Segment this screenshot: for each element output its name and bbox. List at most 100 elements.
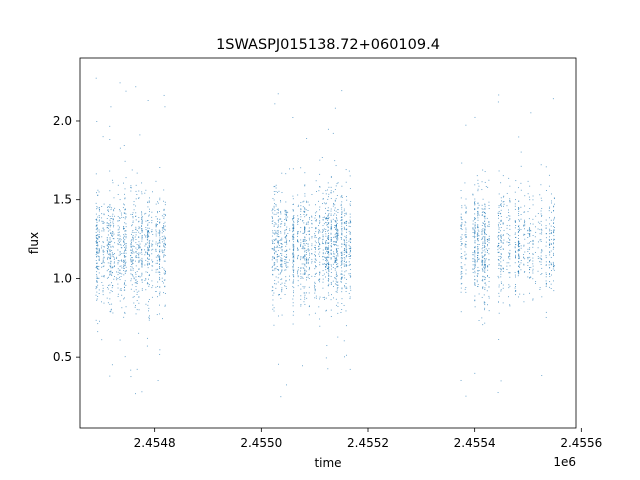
data-point: [337, 305, 339, 307]
data-point: [532, 204, 534, 206]
data-point: [277, 281, 279, 283]
data-point: [519, 264, 521, 266]
data-point: [132, 237, 134, 239]
data-point: [319, 261, 321, 263]
data-point: [148, 318, 150, 319]
data-point: [483, 294, 485, 296]
data-point: [125, 261, 127, 263]
data-point: [304, 298, 306, 300]
data-point: [141, 218, 143, 220]
data-point: [300, 245, 302, 247]
data-point: [344, 227, 346, 229]
data-point: [159, 237, 161, 239]
data-point: [151, 265, 153, 267]
data-point: [305, 214, 307, 216]
data-point: [350, 275, 352, 277]
data-point: [97, 268, 99, 269]
data-point: [476, 234, 478, 236]
data-point: [163, 260, 165, 262]
data-point: [336, 214, 337, 216]
data-point: [274, 229, 276, 231]
data-point: [302, 257, 304, 259]
data-point: [330, 268, 332, 270]
data-point: [95, 319, 97, 321]
data-point: [308, 230, 310, 232]
data-point: [500, 289, 502, 291]
data-point: [125, 223, 127, 225]
data-point: [124, 198, 126, 200]
data-point: [280, 263, 282, 265]
data-point: [117, 287, 119, 289]
data-point: [484, 229, 486, 231]
data-point: [500, 205, 502, 207]
data-point: [332, 132, 334, 134]
data-point: [314, 248, 316, 250]
data-point: [124, 250, 125, 252]
data-point: [349, 273, 351, 275]
data-point: [162, 252, 163, 254]
data-point: [336, 229, 337, 231]
data-point: [322, 198, 324, 200]
data-point: [106, 244, 108, 246]
data-point: [548, 207, 550, 209]
data-point: [292, 218, 293, 220]
data-point: [125, 252, 127, 254]
data-point: [337, 182, 339, 184]
data-point: [300, 245, 302, 246]
data-point: [109, 284, 111, 286]
data-point: [281, 266, 283, 268]
data-point: [545, 237, 547, 239]
data-point: [484, 254, 486, 256]
data-point: [344, 250, 346, 251]
data-point: [484, 171, 486, 173]
data-point: [304, 229, 306, 231]
data-point: [155, 225, 157, 227]
data-point: [119, 210, 121, 212]
data-point: [304, 226, 306, 228]
data-point: [346, 220, 348, 222]
data-point: [335, 278, 337, 280]
data-point: [553, 239, 555, 241]
data-point: [121, 216, 123, 218]
data-point: [460, 248, 462, 250]
data-point: [488, 295, 490, 297]
data-point: [304, 228, 306, 230]
data-point: [337, 254, 339, 256]
data-point: [518, 229, 520, 231]
data-point: [498, 312, 500, 314]
data-point: [334, 225, 336, 227]
data-point: [146, 345, 148, 347]
data-point: [138, 241, 140, 243]
data-point: [284, 269, 286, 271]
data-point: [319, 221, 321, 223]
data-point: [292, 234, 294, 236]
data-point: [476, 281, 478, 283]
data-point: [481, 252, 483, 254]
data-point: [124, 193, 125, 195]
data-point: [134, 236, 136, 238]
data-point: [553, 242, 555, 244]
data-point: [334, 107, 336, 109]
data-point: [292, 224, 294, 226]
data-point: [159, 239, 161, 241]
data-point: [115, 277, 117, 279]
data-point: [528, 228, 530, 230]
data-point: [508, 237, 510, 239]
data-point: [297, 232, 299, 234]
data-point: [484, 216, 486, 218]
data-point: [156, 218, 158, 220]
data-point: [502, 235, 504, 237]
data-point: [119, 226, 120, 228]
data-point: [348, 230, 350, 232]
data-point: [135, 255, 137, 257]
data-point: [324, 246, 326, 248]
data-point: [474, 272, 476, 274]
data-point: [281, 253, 283, 255]
data-point: [277, 215, 279, 217]
data-point: [139, 246, 141, 248]
data-point: [322, 239, 324, 241]
data-point: [277, 233, 279, 235]
data-point: [124, 256, 126, 257]
data-point: [109, 303, 111, 305]
data-point: [97, 228, 99, 230]
